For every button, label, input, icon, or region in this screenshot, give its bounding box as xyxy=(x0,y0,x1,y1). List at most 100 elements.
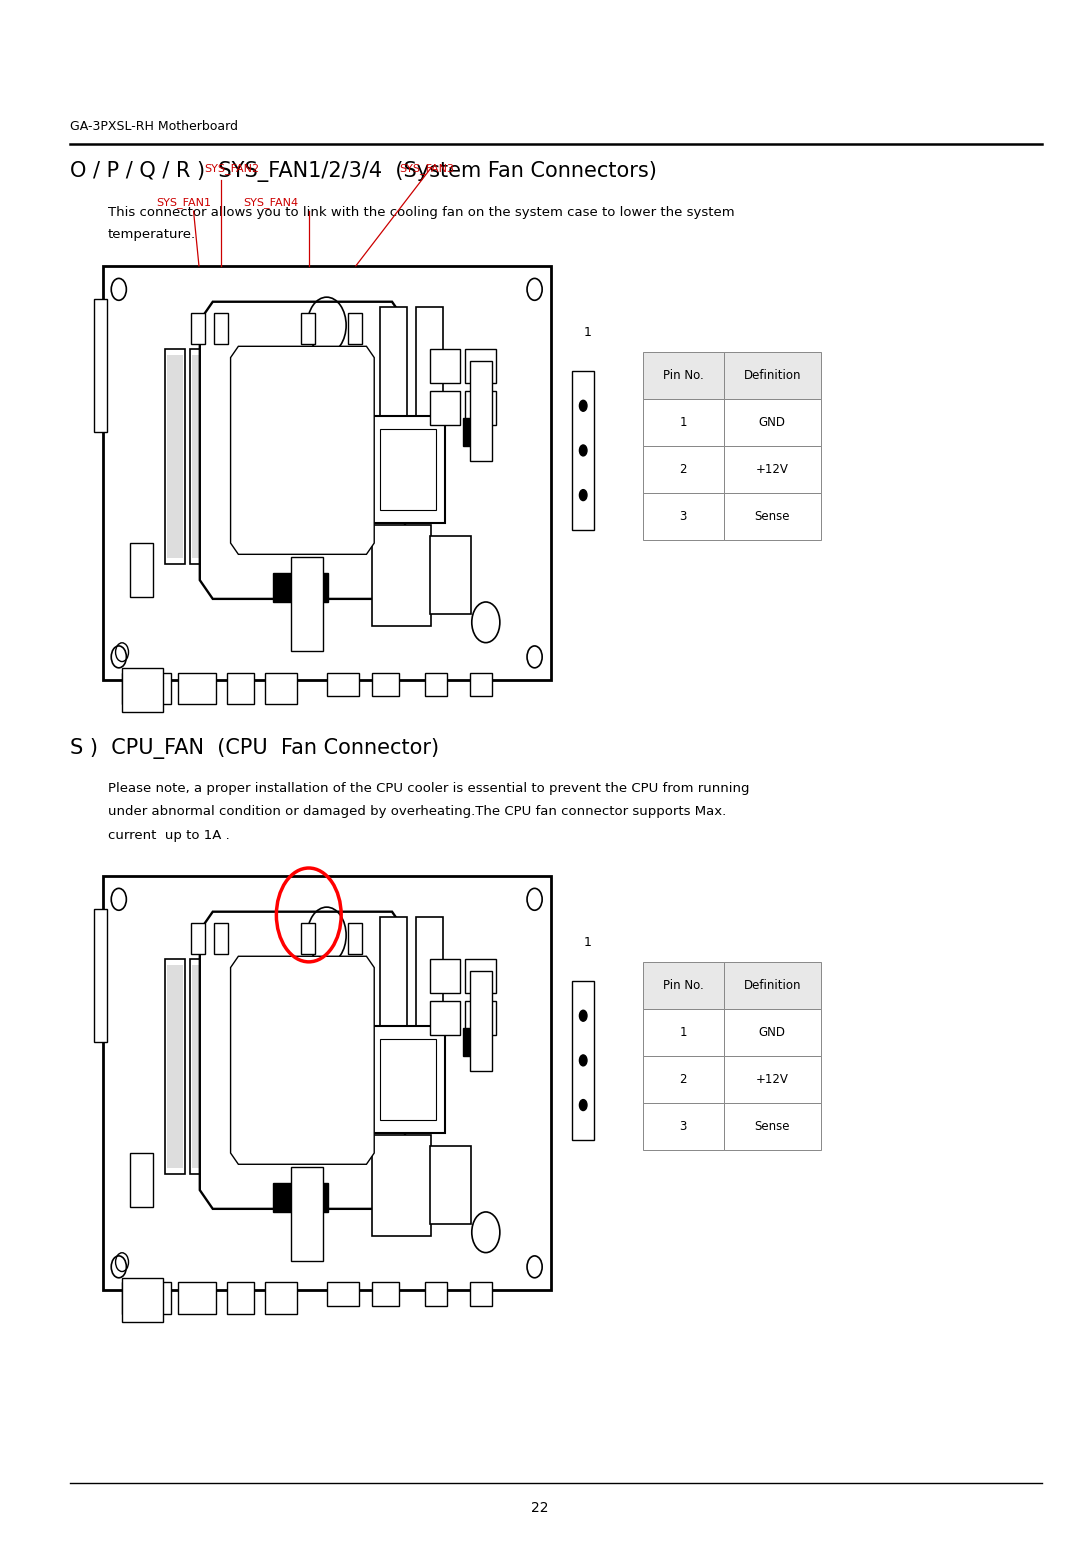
Bar xyxy=(265,1282,297,1314)
Circle shape xyxy=(580,1054,588,1067)
Bar xyxy=(94,909,107,1042)
Bar xyxy=(430,349,460,383)
Bar xyxy=(372,1026,445,1132)
Polygon shape xyxy=(231,956,375,1164)
Bar xyxy=(103,876,551,1290)
Bar xyxy=(309,574,328,602)
Bar xyxy=(724,1009,821,1056)
Bar xyxy=(301,923,315,954)
Bar xyxy=(724,352,821,399)
Text: SYS_FAN3: SYS_FAN3 xyxy=(399,163,454,174)
Bar xyxy=(470,361,491,461)
Bar xyxy=(348,923,362,954)
Bar xyxy=(372,673,399,696)
Text: S )  CPU_FAN  (CPU  Fan Connector): S ) CPU_FAN (CPU Fan Connector) xyxy=(70,738,440,759)
Bar xyxy=(380,917,407,1071)
Text: Sense: Sense xyxy=(755,510,789,522)
Text: 1: 1 xyxy=(583,937,591,949)
Bar xyxy=(214,313,228,344)
Bar xyxy=(326,673,359,696)
Bar xyxy=(192,965,207,1168)
Bar xyxy=(122,1278,163,1322)
Text: GA-3PXSL-RH Motherboard: GA-3PXSL-RH Motherboard xyxy=(70,120,239,133)
Bar xyxy=(122,668,163,712)
Bar xyxy=(273,1184,293,1212)
Bar xyxy=(214,923,228,954)
Bar xyxy=(465,1001,496,1035)
Text: 2: 2 xyxy=(679,1073,687,1085)
Bar xyxy=(372,416,445,522)
Circle shape xyxy=(580,444,588,455)
Bar xyxy=(191,923,205,954)
Text: +12V: +12V xyxy=(756,463,788,475)
Bar xyxy=(430,1146,471,1225)
Text: Definition: Definition xyxy=(743,979,801,992)
Bar xyxy=(572,981,594,1140)
Bar xyxy=(242,355,257,558)
Bar xyxy=(372,1135,431,1237)
Bar xyxy=(417,308,443,461)
Bar xyxy=(430,959,460,993)
Bar xyxy=(191,313,205,344)
Text: Pin No.: Pin No. xyxy=(663,979,703,992)
Bar xyxy=(217,355,232,558)
Bar xyxy=(265,673,297,704)
Bar xyxy=(643,493,724,540)
Bar xyxy=(94,299,107,432)
Bar xyxy=(165,349,185,565)
Bar xyxy=(643,1056,724,1103)
Bar xyxy=(326,1282,359,1306)
Polygon shape xyxy=(200,302,405,599)
Text: SYS_FAN2: SYS_FAN2 xyxy=(204,163,259,174)
Bar xyxy=(380,1038,436,1120)
Bar xyxy=(426,1282,447,1306)
Bar xyxy=(430,536,471,615)
Bar xyxy=(291,557,323,651)
Text: 3: 3 xyxy=(679,510,687,522)
Bar xyxy=(372,526,431,627)
Bar xyxy=(724,1103,821,1150)
Bar xyxy=(227,673,254,704)
Text: 1: 1 xyxy=(679,416,687,429)
Polygon shape xyxy=(231,346,375,554)
Bar xyxy=(122,673,171,704)
Bar xyxy=(643,399,724,446)
Bar xyxy=(165,959,185,1175)
Circle shape xyxy=(580,400,588,411)
Bar xyxy=(465,349,496,383)
Text: 1: 1 xyxy=(583,327,591,339)
Bar xyxy=(724,1056,821,1103)
Text: Definition: Definition xyxy=(743,369,801,382)
Bar xyxy=(724,446,821,493)
Circle shape xyxy=(580,1010,588,1021)
Bar xyxy=(215,959,234,1175)
Bar xyxy=(463,418,483,446)
Bar xyxy=(380,429,436,510)
Text: +12V: +12V xyxy=(756,1073,788,1085)
Text: Please note, a proper installation of the CPU cooler is essential to prevent the: Please note, a proper installation of th… xyxy=(108,782,750,795)
Bar xyxy=(643,1009,724,1056)
Bar xyxy=(291,1167,323,1261)
Bar xyxy=(309,1184,328,1212)
Text: O / P / Q / R )  SYS_FAN1/2/3/4  (System Fan Connectors): O / P / Q / R ) SYS_FAN1/2/3/4 (System F… xyxy=(70,161,657,181)
Bar xyxy=(240,349,259,565)
Bar xyxy=(643,352,724,399)
Bar xyxy=(430,391,460,425)
Bar xyxy=(426,673,447,696)
Bar xyxy=(190,349,210,565)
Bar xyxy=(470,673,491,696)
Text: temperature.: temperature. xyxy=(108,228,197,241)
Bar xyxy=(240,959,259,1175)
Bar xyxy=(167,355,183,558)
Bar xyxy=(470,971,491,1071)
Bar xyxy=(167,965,183,1168)
Bar xyxy=(417,917,443,1071)
Circle shape xyxy=(580,490,588,500)
Text: current  up to 1A .: current up to 1A . xyxy=(108,829,230,841)
Bar xyxy=(122,1282,171,1314)
Bar xyxy=(215,349,234,565)
Bar xyxy=(470,1282,491,1306)
Bar xyxy=(465,959,496,993)
Circle shape xyxy=(580,1099,588,1110)
Bar xyxy=(643,446,724,493)
